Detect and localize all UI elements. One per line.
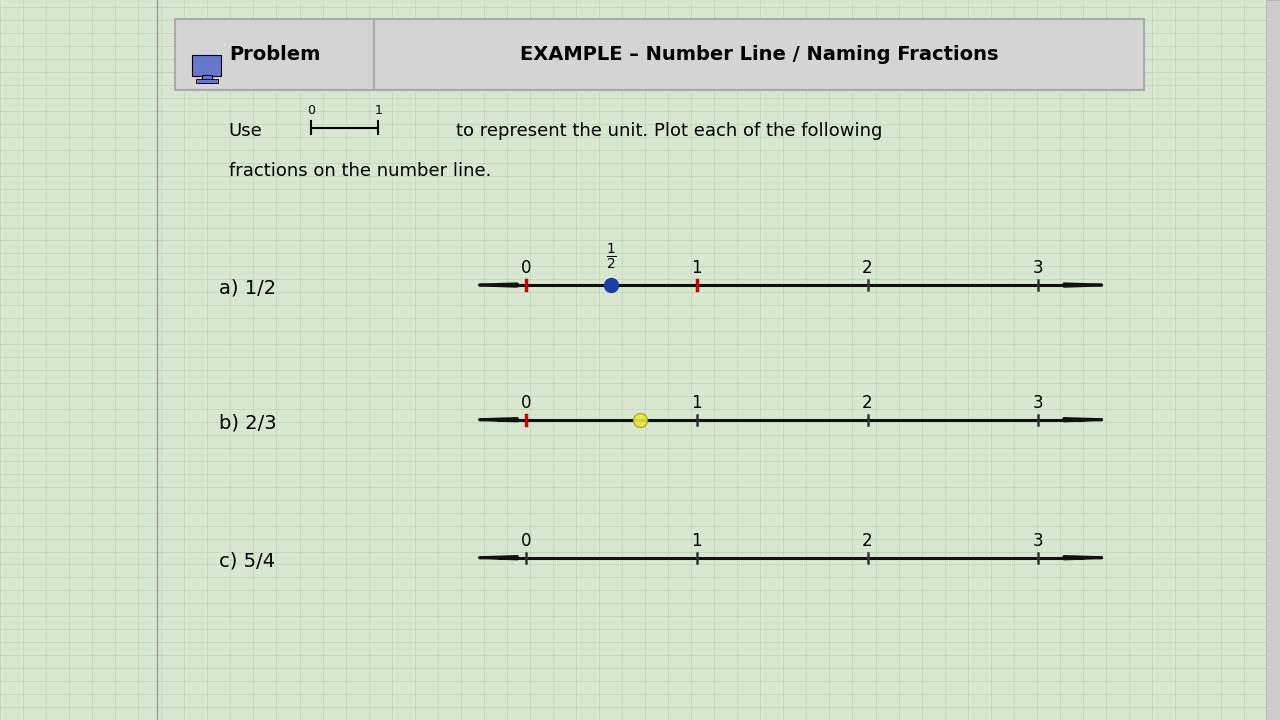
Text: 0: 0 [521, 532, 531, 550]
Text: 0: 0 [521, 259, 531, 277]
Text: c) 5/4: c) 5/4 [219, 552, 275, 570]
Text: 2: 2 [863, 532, 873, 550]
Text: 0: 0 [521, 394, 531, 412]
Text: Problem: Problem [229, 45, 320, 64]
Bar [175, 19, 1144, 90]
Text: 3: 3 [1033, 394, 1043, 412]
Text: 0: 0 [307, 104, 315, 117]
Text: 3: 3 [1033, 532, 1043, 550]
Text: a) 1/2: a) 1/2 [219, 279, 276, 297]
Text: 2: 2 [863, 259, 873, 277]
Text: fractions on the number line.: fractions on the number line. [229, 162, 492, 180]
Bar [192, 55, 221, 76]
Text: 3: 3 [1033, 259, 1043, 277]
Text: 1: 1 [691, 394, 701, 412]
Text: 1: 1 [375, 104, 383, 117]
Text: to represent the unit. Plot each of the following: to represent the unit. Plot each of the … [457, 122, 883, 140]
Text: 1: 1 [691, 532, 701, 550]
Text: b) 2/3: b) 2/3 [219, 413, 276, 432]
Bar [196, 79, 218, 83]
Text: $\frac{1}{2}$: $\frac{1}{2}$ [605, 242, 617, 272]
Text: 1: 1 [691, 259, 701, 277]
Text: EXAMPLE – Number Line / Naming Fractions: EXAMPLE – Number Line / Naming Fractions [520, 45, 998, 64]
Bar [202, 76, 211, 84]
Text: Use: Use [229, 122, 262, 140]
Text: 2: 2 [863, 394, 873, 412]
Bar [1266, 0, 1280, 720]
